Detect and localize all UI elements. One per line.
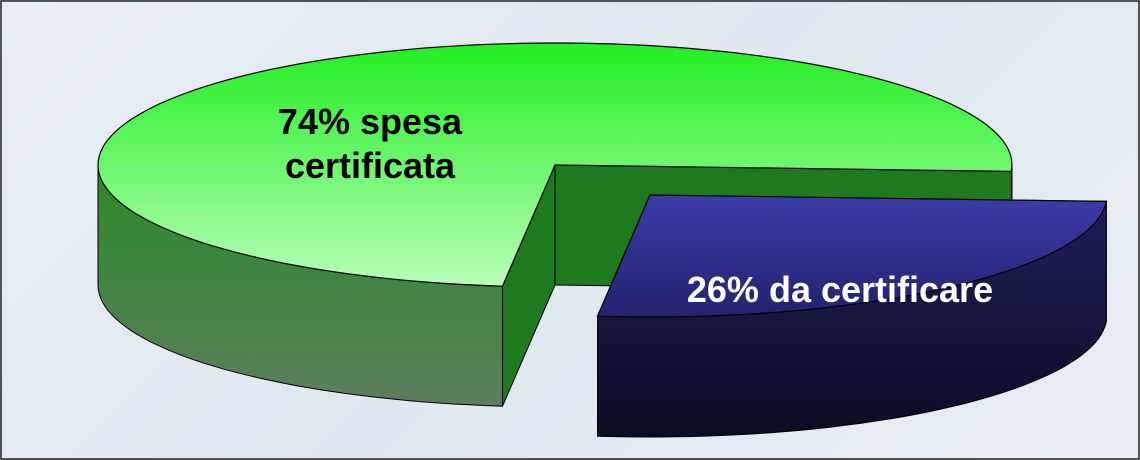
slice-label: 74% spesa certificata [245,100,495,188]
pie-slice [596,194,1108,438]
value-label: 74% [277,101,350,142]
slice-top [596,194,1108,318]
value-label: 26% [686,269,759,310]
category-label: da certificare [768,269,994,310]
category-label: spesa certificata [284,101,463,186]
slice-label: 26% da certificare [620,268,1060,312]
slice-top [97,42,1013,287]
